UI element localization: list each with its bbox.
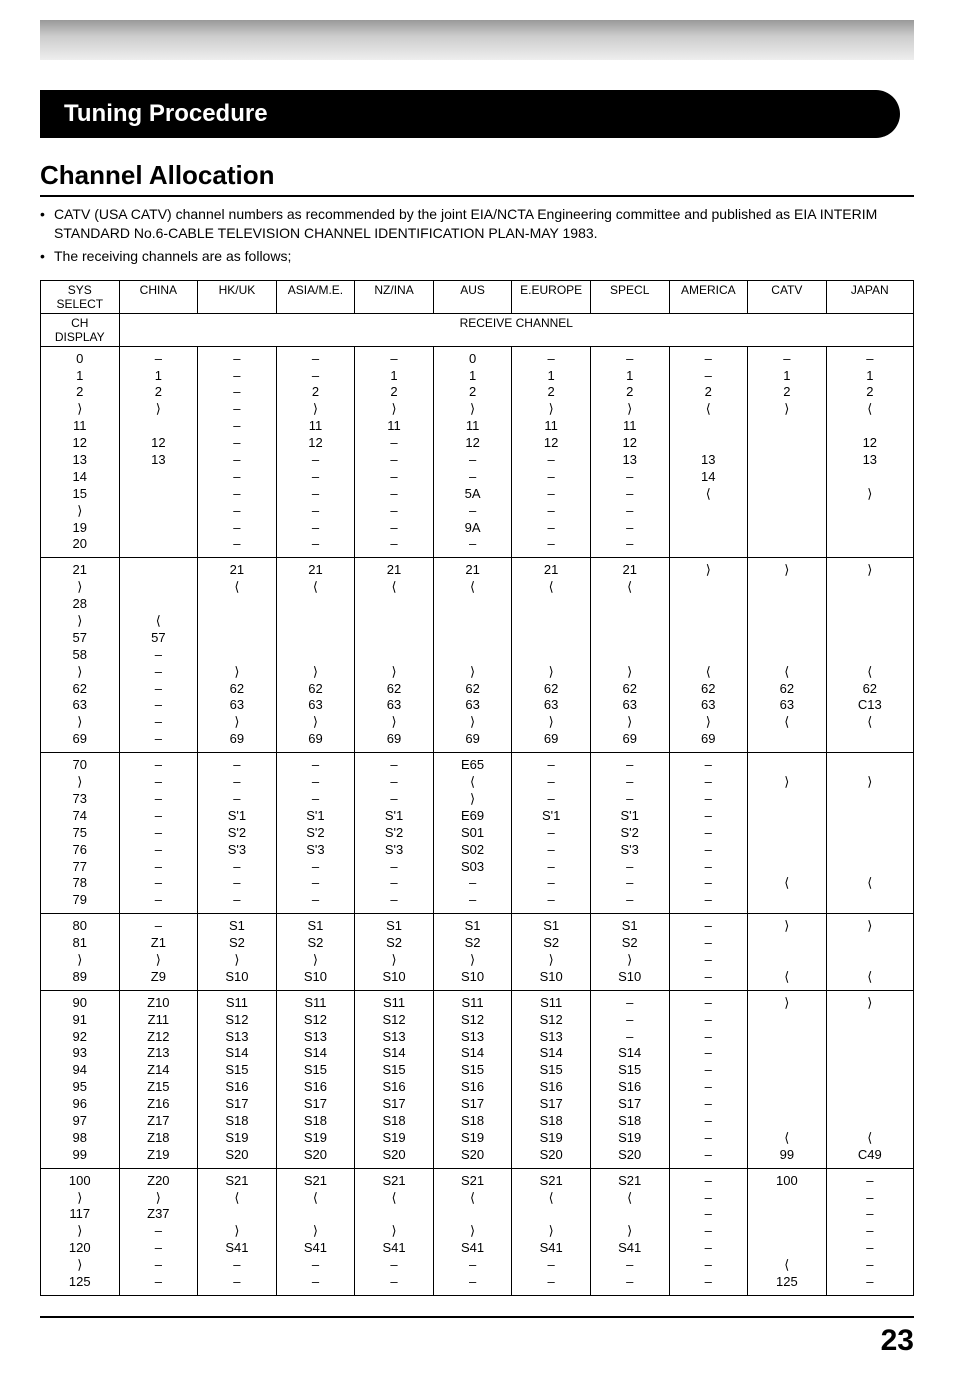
th-ch-display: CH DISPLAY: [41, 313, 120, 346]
th-col: AUS: [433, 280, 512, 313]
cell-region: S11S12S13S14S15S16S17S18S19S20: [355, 990, 434, 1168]
cell-region: S21⟨ ⟩S41––: [276, 1168, 355, 1295]
cell-region: ⟩ ⟨6263⟩69: [669, 558, 748, 753]
cell-region: 21⟨ ⟩6263⟩69: [355, 558, 434, 753]
cell-region: ⟩ ⟨: [826, 914, 913, 991]
table-body: 012⟩1112131415⟩1920–12⟩ 1213 –––––––––––…: [41, 346, 914, 1295]
cell-region: ⟩ ⟨: [748, 753, 827, 914]
cell-region: –––S'1S'2S'3–––: [276, 753, 355, 914]
bullet-text: CATV (USA CATV) channel numbers as recom…: [54, 205, 914, 243]
bullet-dot: •: [40, 247, 54, 266]
th-col: E.EUROPE: [512, 280, 591, 313]
cell-region: S1S2⟩S10: [276, 914, 355, 991]
cell-region: 100 ⟨125: [748, 1168, 827, 1295]
cell-region: S21⟨ ⟩S41––: [512, 1168, 591, 1295]
cell-region: –––––––––: [669, 753, 748, 914]
cell-region: –––S'1S'2S'3–––: [355, 753, 434, 914]
cell-region: –Z1⟩Z9: [119, 914, 198, 991]
cell-region: S1S2⟩S10: [512, 914, 591, 991]
cell-ch-display: 100⟩117⟩120⟩125: [41, 1168, 120, 1295]
cell-region: S1S2⟩S10: [355, 914, 434, 991]
cell-region: 21⟨ ⟩6263⟩69: [276, 558, 355, 753]
cell-ch-display: 70⟩73747576777879: [41, 753, 120, 914]
cell-region: 012⟩1112––5A–9A–: [433, 346, 512, 558]
cell-region: –––S'1–––––: [512, 753, 591, 914]
cell-region: ⟨57––––––: [119, 558, 198, 753]
cell-region: S11S12S13S14S15S16S17S18S19S20: [512, 990, 591, 1168]
cell-region: 21⟨ ⟩6263⟩69: [512, 558, 591, 753]
section-pill: Tuning Procedure: [40, 90, 900, 138]
cell-ch-display: 012⟩1112131415⟩1920: [41, 346, 120, 558]
cell-region: ––2⟩1112––––––: [276, 346, 355, 558]
page-heading: Channel Allocation: [40, 160, 914, 197]
th-col: ASIA/M.E.: [276, 280, 355, 313]
cell-region: ⟩ ⟨6263⟨: [748, 558, 827, 753]
cell-region: ⟩ ⟨: [748, 914, 827, 991]
cell-region: –12⟨ 1213 ⟩: [826, 346, 913, 558]
cell-ch-display: 21⟩28⟩5758⟩6263⟩69: [41, 558, 120, 753]
page-number: 23: [40, 1316, 914, 1358]
intro-bullets: • CATV (USA CATV) channel numbers as rec…: [40, 205, 914, 266]
cell-region: ––––: [669, 914, 748, 991]
cell-region: ––––––––––: [669, 990, 748, 1168]
channel-allocation-table: SYS SELECTCHINAHK/UKASIA/M.E.NZ/INAAUSE.…: [40, 280, 914, 1296]
th-col: SPECL: [590, 280, 669, 313]
cell-region: –––––––: [669, 1168, 748, 1295]
cell-region: Z10Z11Z12Z13Z14Z15Z16Z17Z18Z19: [119, 990, 198, 1168]
cell-region: S21⟨ ⟩S41––: [433, 1168, 512, 1295]
cell-region: ––––––––––––: [198, 346, 277, 558]
cell-region: –12⟩ 1213: [119, 346, 198, 558]
cell-region: –––S14S15S16S17S18S19S20: [590, 990, 669, 1168]
th-sys-select: SYS SELECT: [41, 280, 120, 313]
table-head: SYS SELECTCHINAHK/UKASIA/M.E.NZ/INAAUSE.…: [41, 280, 914, 346]
th-col: CHINA: [119, 280, 198, 313]
cell-region: –––S'1S'2S'3–––: [590, 753, 669, 914]
th-col: HK/UK: [198, 280, 277, 313]
cell-region: S1S2⟩S10: [433, 914, 512, 991]
bullet-dot: •: [40, 205, 54, 224]
cell-region: –––––––: [826, 1168, 913, 1295]
cell-region: S21⟨ ⟩S41––: [590, 1168, 669, 1295]
cell-region: S11S12S13S14S15S16S17S18S19S20: [198, 990, 277, 1168]
cell-region: S11S12S13S14S15S16S17S18S19S20: [433, 990, 512, 1168]
cell-region: S1S2⟩S10: [590, 914, 669, 991]
cell-region: 21⟨ ⟩6263⟩69: [433, 558, 512, 753]
cell-region: S11S12S13S14S15S16S17S18S19S20: [276, 990, 355, 1168]
scan-noise: [40, 20, 914, 60]
cell-region: –12⟩111213–––––: [590, 346, 669, 558]
cell-region: –––––––––: [119, 753, 198, 914]
cell-region: –12⟩11–––––––: [355, 346, 434, 558]
th-receive-channel: RECEIVE CHANNEL: [119, 313, 913, 346]
cell-ch-display: 8081⟩89: [41, 914, 120, 991]
cell-region: S21⟨ ⟩S41––: [355, 1168, 434, 1295]
cell-region: ⟩ ⟨99: [748, 990, 827, 1168]
th-col: NZ/INA: [355, 280, 434, 313]
cell-region: –––S'1S'2S'3–––: [198, 753, 277, 914]
th-col: CATV: [748, 280, 827, 313]
cell-region: –12⟩1112––––––: [512, 346, 591, 558]
th-col: JAPAN: [826, 280, 913, 313]
cell-region: S1S2⟩S10: [198, 914, 277, 991]
th-col: AMERICA: [669, 280, 748, 313]
cell-region: ⟩ ⟨C49: [826, 990, 913, 1168]
cell-region: ––2⟨ 1314⟨: [669, 346, 748, 558]
cell-region: E65⟨⟩E69S01S02S03––: [433, 753, 512, 914]
cell-region: 21⟨ ⟩6263⟩69: [198, 558, 277, 753]
cell-region: ⟩ ⟨62C13⟨: [826, 558, 913, 753]
cell-ch-display: 90919293949596979899: [41, 990, 120, 1168]
bullet-text: The receiving channels are as follows;: [54, 247, 291, 266]
cell-region: Z20⟩Z37––––: [119, 1168, 198, 1295]
cell-region: S21⟨ ⟩S41––: [198, 1168, 277, 1295]
cell-region: –12⟩: [748, 346, 827, 558]
cell-region: 21⟨ ⟩6263⟩69: [590, 558, 669, 753]
cell-region: ⟩ ⟨: [826, 753, 913, 914]
